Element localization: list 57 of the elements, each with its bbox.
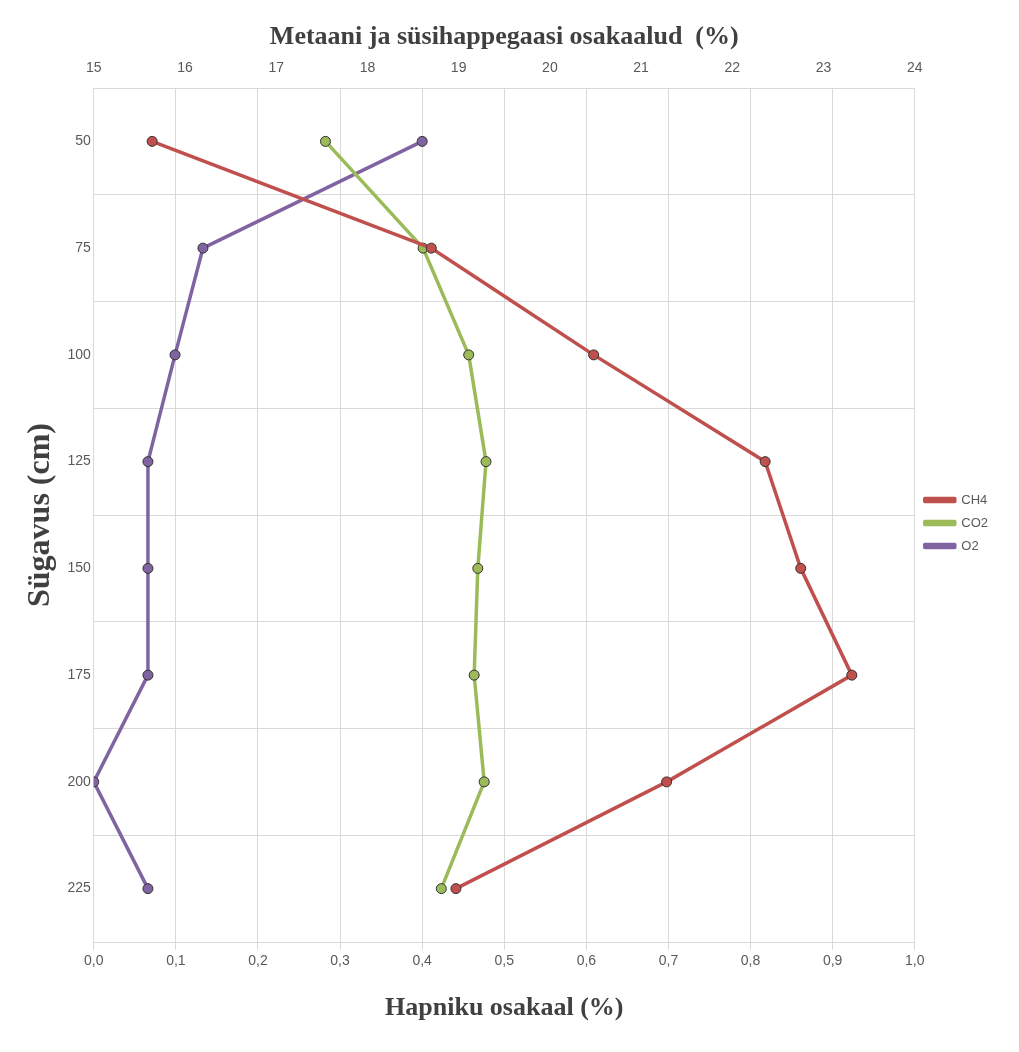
x2-tick-label: 24	[906, 59, 923, 76]
point	[759, 456, 771, 468]
x-tick-label: 0,2	[248, 952, 268, 969]
x2-axis-title: Metaani ja süsihappegaasi osakaalud (%)	[269, 21, 739, 51]
x2-tick-label: 15	[85, 59, 102, 76]
legend-label: O2	[961, 537, 979, 553]
x2-tick-label: 21	[633, 59, 650, 76]
y-tick-label: 100	[67, 345, 91, 362]
y-tick-label: 150	[67, 559, 91, 576]
x-tick-label: 0,3	[330, 952, 350, 969]
y-tick-label: 225	[67, 879, 91, 896]
point	[846, 669, 858, 681]
point	[142, 883, 154, 895]
x2-tick-label: 22	[724, 59, 741, 76]
y-tick-label: 50	[75, 132, 91, 149]
legend-label: CO2	[961, 514, 988, 530]
x-tick-label: 0,0	[84, 952, 104, 969]
point	[472, 562, 484, 574]
point	[463, 349, 475, 361]
point	[450, 883, 462, 895]
y-tick-label: 125	[67, 452, 91, 469]
point	[142, 562, 154, 574]
x-tick-label: 1,0	[905, 952, 925, 969]
point	[425, 242, 437, 254]
point	[197, 242, 209, 254]
x2-tick-label: 20	[542, 59, 558, 76]
y-tick-label: 200	[67, 772, 91, 789]
x-axis-title: Hapniku osakaal (%)	[385, 992, 624, 1022]
point	[588, 349, 600, 361]
point	[146, 135, 158, 147]
x-tick-label: 0,9	[822, 952, 843, 969]
point	[795, 562, 807, 574]
point	[142, 456, 154, 468]
x2-tick-label: 18	[359, 59, 376, 76]
point	[142, 669, 154, 681]
point	[169, 349, 181, 361]
x-tick-label: 0,4	[412, 952, 433, 969]
point	[468, 669, 480, 681]
point	[480, 456, 492, 468]
y-axis-title: Sügavus (cm)	[20, 422, 57, 608]
x2-tick-label: 16	[177, 59, 193, 76]
point	[319, 135, 331, 147]
point	[661, 776, 673, 788]
point	[435, 883, 447, 895]
x2-tick-label: 17	[268, 59, 285, 76]
point	[416, 135, 428, 147]
y-tick-label: 75	[75, 238, 91, 255]
legend-label: CH4	[961, 491, 988, 507]
x-tick-label: 0,1	[166, 952, 186, 969]
x-tick-label: 0,8	[740, 952, 761, 969]
x-tick-label: 0,5	[494, 952, 515, 969]
y-tick-label: 175	[67, 665, 91, 682]
x2-tick-label: 23	[815, 59, 832, 76]
point	[478, 776, 490, 788]
x-tick-label: 0,7	[658, 952, 679, 969]
x2-tick-label: 19	[450, 59, 467, 76]
x-tick-label: 0,6	[576, 952, 597, 969]
